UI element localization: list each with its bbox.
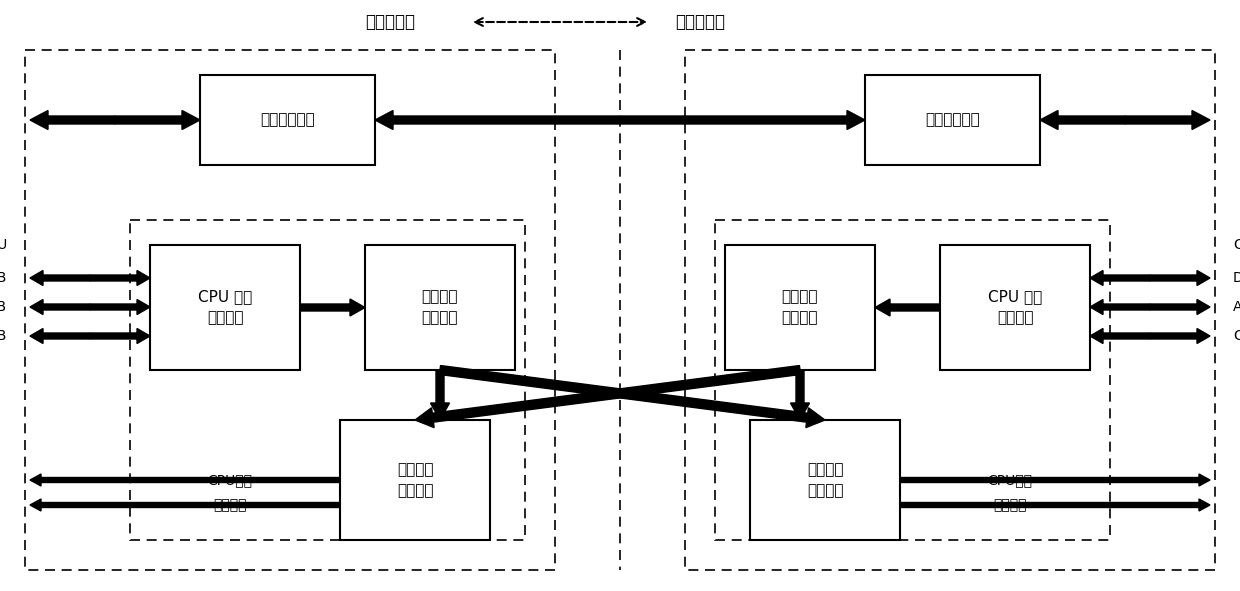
FancyArrow shape — [1125, 111, 1210, 129]
FancyArrow shape — [1149, 271, 1210, 285]
Text: CB: CB — [1233, 329, 1240, 343]
FancyArrow shape — [374, 111, 620, 129]
Bar — [340, 420, 490, 540]
Text: 信息交换电路: 信息交换电路 — [260, 112, 315, 128]
Text: 状态处理
逻辑电路: 状态处理 逻辑电路 — [397, 462, 433, 498]
Text: AB: AB — [1233, 300, 1240, 314]
Text: AB: AB — [0, 300, 7, 314]
FancyArrow shape — [30, 271, 91, 285]
FancyArrow shape — [30, 329, 91, 343]
FancyArrow shape — [115, 111, 200, 129]
FancyArrow shape — [1090, 300, 1149, 314]
Text: 主备控制
逻辑电路: 主备控制 逻辑电路 — [781, 290, 818, 326]
Bar — [750, 420, 900, 540]
FancyArrow shape — [91, 271, 150, 285]
Bar — [725, 245, 875, 370]
Bar — [365, 245, 515, 370]
Text: 主备控制
逻辑电路: 主备控制 逻辑电路 — [422, 290, 459, 326]
FancyArrow shape — [791, 370, 810, 420]
Bar — [200, 75, 374, 165]
FancyArrow shape — [900, 499, 1210, 511]
Bar — [25, 50, 556, 570]
FancyArrow shape — [30, 111, 115, 129]
FancyArrow shape — [1040, 111, 1125, 129]
FancyArrow shape — [91, 300, 150, 314]
Bar — [940, 245, 1090, 370]
FancyArrow shape — [430, 370, 449, 420]
Text: 输出复位: 输出复位 — [993, 498, 1027, 512]
FancyArrow shape — [620, 111, 866, 129]
FancyArrow shape — [91, 329, 150, 343]
FancyArrow shape — [415, 366, 801, 428]
Text: CPU 接口
逻辑电路: CPU 接口 逻辑电路 — [198, 290, 252, 326]
Text: 主控制系统: 主控制系统 — [365, 13, 415, 31]
FancyArrow shape — [900, 474, 1210, 486]
Text: CB: CB — [0, 329, 7, 343]
FancyArrow shape — [1090, 271, 1149, 285]
Bar — [866, 75, 1040, 165]
Text: 信息交换电路: 信息交换电路 — [925, 112, 980, 128]
Text: CPU: CPU — [0, 238, 7, 252]
Text: 输出复位: 输出复位 — [213, 498, 247, 512]
FancyArrow shape — [875, 299, 940, 316]
Text: CPU复位: CPU复位 — [207, 473, 253, 487]
FancyArrow shape — [30, 300, 91, 314]
Text: DB: DB — [1233, 271, 1240, 285]
FancyArrow shape — [30, 474, 340, 486]
FancyArrow shape — [1090, 329, 1149, 343]
Bar — [130, 220, 525, 540]
Bar — [150, 245, 300, 370]
Text: 状态处理
逻辑电路: 状态处理 逻辑电路 — [807, 462, 843, 498]
FancyArrow shape — [439, 366, 825, 428]
Text: 备控制系统: 备控制系统 — [675, 13, 725, 31]
Text: CPU: CPU — [1233, 238, 1240, 252]
FancyArrow shape — [1149, 329, 1210, 343]
FancyArrow shape — [30, 499, 340, 511]
Text: CPU 接口
逻辑电路: CPU 接口 逻辑电路 — [988, 290, 1042, 326]
Bar — [684, 50, 1215, 570]
FancyArrow shape — [1149, 300, 1210, 314]
Text: DB: DB — [0, 271, 7, 285]
Bar — [715, 220, 1110, 540]
Text: CPU复位: CPU复位 — [987, 473, 1033, 487]
FancyArrow shape — [300, 299, 365, 316]
